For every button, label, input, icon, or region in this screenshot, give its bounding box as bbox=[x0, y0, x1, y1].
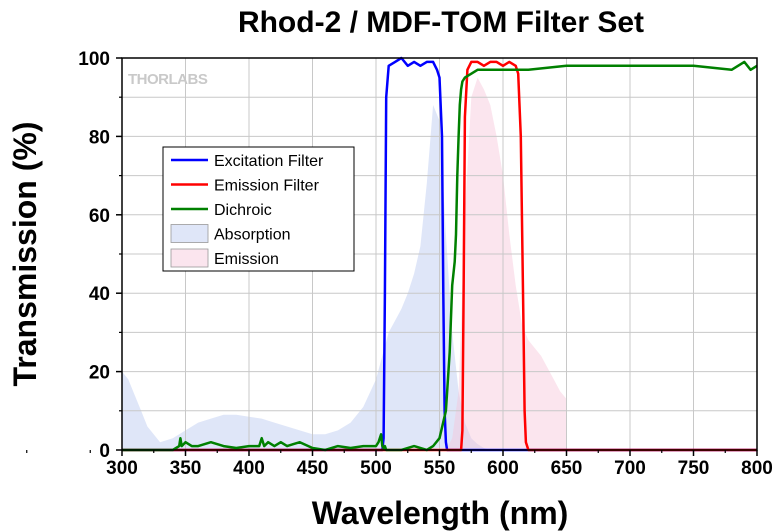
x-tick-label: 550 bbox=[424, 458, 456, 479]
legend-swatch-emission bbox=[170, 248, 209, 268]
x-tick-label: 300 bbox=[106, 458, 138, 479]
x-tick-label: 700 bbox=[614, 458, 646, 479]
y-axis-title: Transmission (%) bbox=[7, 122, 43, 387]
area-absorption bbox=[122, 105, 491, 450]
grid-layer bbox=[122, 58, 757, 450]
legend-label-absorption: Absorption bbox=[214, 227, 291, 244]
series-emission-filter bbox=[122, 60, 757, 452]
series-excitation-filter bbox=[122, 56, 757, 452]
x-tick-label: 400 bbox=[233, 458, 265, 479]
line-layer bbox=[122, 56, 758, 452]
legend-label-excitation-filter: Excitation Filter bbox=[214, 153, 324, 170]
y-tick-label: 20 bbox=[89, 363, 110, 384]
watermark-logo: THORLABS bbox=[128, 71, 208, 88]
legend: Excitation Filter Emission Filter Dichroic… bbox=[162, 146, 355, 272]
tick-layer: 300 350 400 450 500 550 600 650 700 750 800 0 20 40 60… bbox=[26, 49, 773, 479]
x-tick-label: 650 bbox=[551, 458, 583, 479]
y-tick-label: 80 bbox=[89, 127, 110, 148]
series-dichroic bbox=[122, 60, 758, 452]
legend-swatch-absorption bbox=[170, 224, 209, 243]
y-tick-label: 100 bbox=[78, 49, 110, 70]
legend-label-dichroic: Dichroic bbox=[214, 202, 272, 219]
x-tick-label: 350 bbox=[170, 458, 202, 479]
legend-label-emission: Emission bbox=[214, 251, 279, 268]
x-tick-label: 750 bbox=[678, 458, 710, 479]
x-tick-label: 800 bbox=[741, 458, 773, 479]
area-layer bbox=[122, 77, 567, 450]
y-tick-label: 0 bbox=[99, 441, 110, 462]
area-emission bbox=[445, 77, 567, 450]
y-tick-label: 60 bbox=[89, 206, 110, 227]
chart-title: Rhod-2 / MDF-TOM Filter Set bbox=[238, 6, 644, 39]
x-tick-label: 600 bbox=[487, 458, 519, 479]
x-tick-label: 500 bbox=[360, 458, 392, 479]
y-tick-label: 40 bbox=[89, 284, 110, 305]
x-tick-label: 450 bbox=[297, 458, 329, 479]
legend-label-emission-filter: Emission Filter bbox=[214, 178, 320, 195]
x-axis-title: Wavelength (nm) bbox=[312, 495, 569, 531]
